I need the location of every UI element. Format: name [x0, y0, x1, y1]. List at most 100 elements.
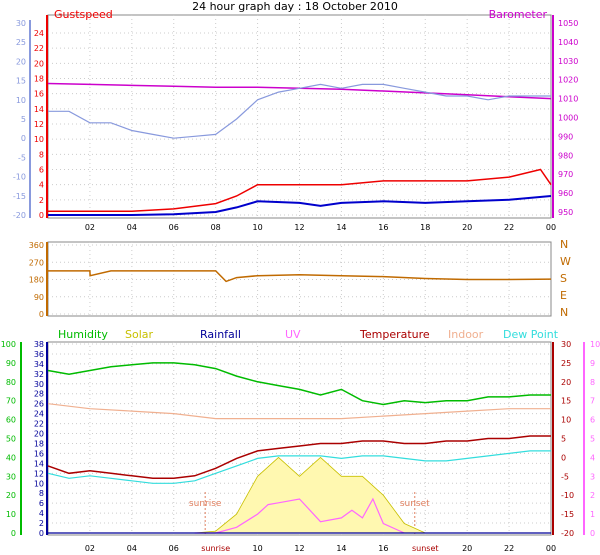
x-tick-environment: 20	[462, 544, 472, 553]
y-tick-temperature: 20	[561, 378, 571, 387]
x-tick-environment: 00	[546, 544, 556, 553]
y-tick-rain-temp: 38	[34, 340, 44, 349]
y-tick-barometer: 950	[558, 208, 573, 217]
y-tick-rain-temp: 4	[39, 509, 44, 518]
y-tick-uv: 6	[590, 416, 595, 425]
y-tick-humidity: 40	[6, 453, 16, 462]
y-tick-rain-temp: 30	[34, 380, 44, 389]
y-tick-gust: 6	[39, 166, 44, 175]
y-tick-barometer: 990	[558, 132, 573, 141]
compass-label: N	[560, 306, 568, 319]
y-tick-temperature: 5	[561, 435, 566, 444]
x-tick-wind: 04	[127, 223, 137, 232]
y-tick-temperature: 15	[561, 397, 571, 406]
y-tick-humidity: 70	[6, 397, 16, 406]
y-tick-gust: 18	[34, 75, 44, 84]
x-tick-environment: 12	[294, 544, 304, 553]
y-tick-uv: 9	[590, 359, 595, 368]
compass-label: S	[560, 272, 567, 285]
y-tick-rain-temp: 10	[34, 479, 44, 488]
y-tick-temperature: 0	[561, 453, 566, 462]
y-tick-uv: 7	[590, 397, 595, 406]
series-uv	[194, 497, 405, 534]
y-tick-humidity: 60	[6, 416, 16, 425]
y-tick-temperature: -10	[561, 491, 574, 500]
legend-dew-point: Dew Point	[503, 328, 559, 341]
x-tick-wind: 10	[252, 223, 262, 232]
y-tick-rain-temp: 20	[34, 430, 44, 439]
y-tick-uv: 1	[590, 510, 595, 519]
y-tick-direction: 180	[29, 276, 44, 285]
y-tick-temperature: -15	[561, 510, 574, 519]
x-tick-wind: 14	[336, 223, 346, 232]
series-lines	[47, 82, 552, 534]
y-tick-humidity: 90	[6, 359, 16, 368]
y-tick-rain-temp: 0	[39, 529, 44, 538]
axis-labels: 024681012141618202224-20-15-10-505101520…	[1, 15, 600, 553]
y-tick-rain-temp: 28	[34, 390, 44, 399]
series-gustspeed	[48, 168, 552, 212]
y-tick-barometer: 980	[558, 151, 573, 160]
x-tick-environment: 02	[85, 544, 95, 553]
y-tick-speed: -10	[13, 173, 26, 182]
x-tick-environment: 10	[252, 544, 262, 553]
y-tick-barometer: 1010	[558, 95, 578, 104]
compass-label: E	[560, 289, 567, 302]
x-tick-environment: 14	[336, 544, 346, 553]
legend-indoor: Indoor	[448, 328, 484, 341]
series-indoor	[47, 403, 551, 420]
compass-label: W	[560, 255, 571, 268]
y-tick-humidity: 80	[6, 378, 16, 387]
y-tick-rain-temp: 32	[34, 370, 44, 379]
series-humidity	[47, 362, 551, 406]
y-tick-uv: 10	[590, 340, 600, 349]
y-tick-uv: 0	[590, 529, 595, 538]
legend-solar: Solar	[125, 328, 154, 341]
y-tick-barometer: 1050	[558, 19, 578, 28]
x-tick-wind: 18	[420, 223, 430, 232]
y-tick-gust: 10	[34, 135, 44, 144]
series-solar	[194, 456, 426, 534]
y-tick-gust: 2	[39, 196, 44, 205]
y-tick-uv: 4	[590, 453, 595, 462]
x-tick-environment: 16	[378, 544, 388, 553]
y-tick-humidity: 30	[6, 472, 16, 481]
x-tick-environment: sunset	[412, 544, 439, 553]
y-tick-rain-temp: 6	[39, 499, 44, 508]
gridlines	[48, 15, 551, 535]
y-tick-uv: 8	[590, 378, 595, 387]
y-tick-gust: 4	[39, 181, 44, 190]
y-tick-gust: 16	[34, 90, 44, 99]
y-tick-rain-temp: 26	[34, 400, 44, 409]
x-tick-wind: 00	[546, 223, 556, 232]
y-tick-speed: 25	[16, 38, 26, 47]
y-tick-barometer: 1040	[558, 38, 578, 47]
y-tick-gust: 14	[34, 105, 44, 114]
y-tick-gust: 12	[34, 120, 44, 129]
series-dew-point	[47, 450, 551, 484]
y-tick-temperature: -20	[561, 529, 574, 538]
legend: Gustspeed Barometer Humidity Solar Rainfall U…	[54, 8, 559, 341]
y-tick-rain-temp: 36	[34, 350, 44, 359]
y-tick-rain-temp: 2	[39, 519, 44, 528]
x-tick-environment: 06	[169, 544, 179, 553]
x-tick-wind: 22	[504, 223, 514, 232]
series-direction	[48, 270, 552, 283]
x-tick-environment: 22	[504, 544, 514, 553]
y-tick-humidity: 100	[1, 340, 16, 349]
y-tick-rain-temp: 24	[34, 410, 44, 419]
x-tick-wind: 02	[85, 223, 95, 232]
legend-gustspeed: Gustspeed	[54, 8, 113, 21]
y-tick-speed: 30	[16, 19, 26, 28]
y-tick-direction: 270	[29, 258, 44, 267]
series-wind	[48, 195, 552, 216]
y-tick-rain-temp: 34	[34, 360, 44, 369]
y-tick-rain-temp: 16	[34, 449, 44, 458]
y-tick-speed: 10	[16, 96, 26, 105]
y-tick-temperature: -5	[561, 472, 569, 481]
x-tick-wind: 06	[169, 223, 179, 232]
y-tick-speed: 5	[21, 115, 26, 124]
y-tick-gust: 0	[39, 211, 44, 220]
y-tick-gust: 8	[39, 150, 44, 159]
